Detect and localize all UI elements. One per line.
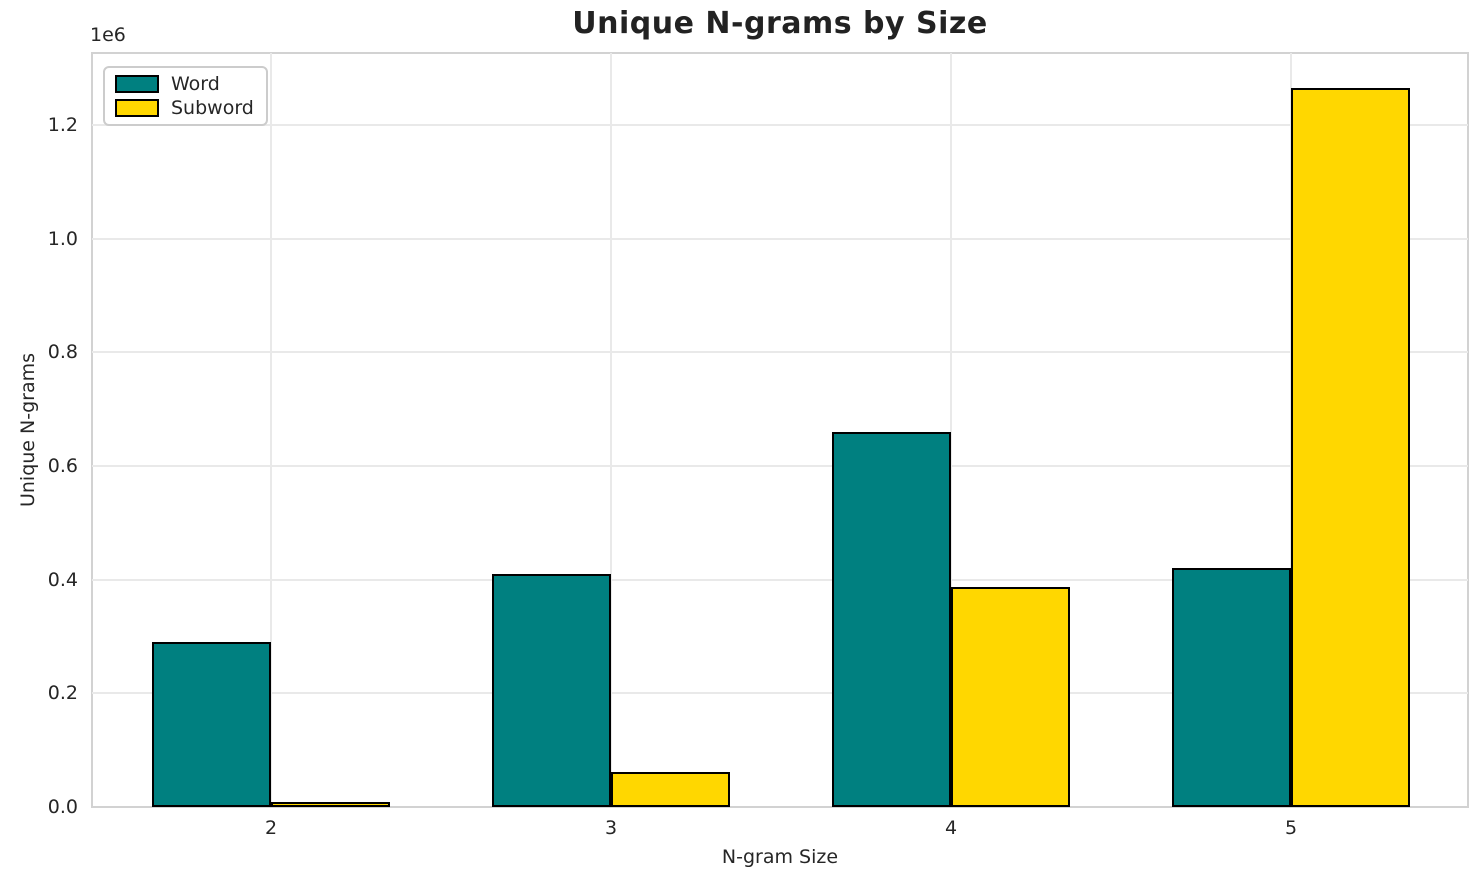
h-gridline xyxy=(92,237,1468,240)
y-tick-label: 0.4 xyxy=(47,568,78,591)
legend-label-subword: Subword xyxy=(171,97,254,120)
y-tick-label: 1.2 xyxy=(47,114,78,137)
legend-entry-subword: Subword xyxy=(115,97,256,119)
y-axis-label: Unique N-grams xyxy=(17,352,39,508)
bar-subword-5 xyxy=(1291,88,1410,807)
h-gridline xyxy=(92,124,1468,127)
bar-word-2 xyxy=(152,642,271,807)
bar-subword-3 xyxy=(611,771,730,807)
v-gridline xyxy=(610,53,612,807)
legend-label-word: Word xyxy=(171,72,220,95)
x-tick-label: 3 xyxy=(604,817,618,839)
y-tick-label: 0.0 xyxy=(47,796,78,818)
plot-area xyxy=(91,52,1469,808)
bar-word-5 xyxy=(1172,568,1291,807)
x-tick-label: 4 xyxy=(944,817,958,839)
legend: Word Subword xyxy=(103,66,268,126)
x-tick-label: 2 xyxy=(264,817,278,839)
word-series-swatch xyxy=(115,74,159,93)
h-gridline xyxy=(92,351,1468,354)
h-gridline xyxy=(92,465,1468,468)
h-gridline xyxy=(92,578,1468,581)
bar-word-4 xyxy=(832,432,951,807)
y-tick-label: 0.8 xyxy=(47,341,78,364)
h-gridline xyxy=(92,692,1468,695)
y-tick-label: 1.0 xyxy=(47,227,78,250)
chart-title: Unique N-grams by Size xyxy=(572,6,988,41)
v-gridline xyxy=(270,53,272,807)
bar-word-3 xyxy=(492,574,611,807)
subword-series-swatch xyxy=(115,99,159,118)
y-axis-offset-text: 1e6 xyxy=(90,24,126,46)
x-axis-label: N-gram Size xyxy=(721,846,839,868)
legend-entry-word: Word xyxy=(115,73,256,95)
bar-subword-2 xyxy=(271,801,390,807)
y-tick-label: 0.6 xyxy=(47,455,78,478)
x-tick-label: 5 xyxy=(1284,817,1298,839)
y-tick-label: 0.2 xyxy=(47,682,78,705)
v-gridline xyxy=(950,53,952,807)
bar-subword-4 xyxy=(951,586,1070,807)
